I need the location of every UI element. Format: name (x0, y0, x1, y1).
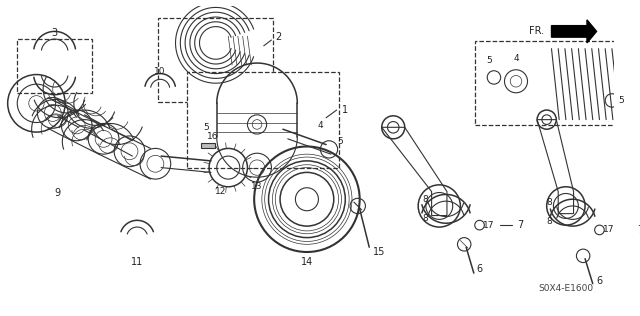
Text: 17: 17 (604, 225, 615, 234)
Text: 7: 7 (516, 220, 523, 230)
Bar (475, 41, 636, 125)
Text: 12: 12 (215, 187, 227, 196)
Text: 5: 5 (338, 137, 344, 146)
Text: S0X4-E1600: S0X4-E1600 (538, 284, 593, 293)
Text: 7: 7 (637, 225, 640, 235)
Text: 11: 11 (131, 257, 143, 267)
Text: 4: 4 (317, 121, 323, 130)
Polygon shape (552, 20, 596, 43)
Text: 8: 8 (547, 217, 552, 226)
Text: FR.: FR. (529, 27, 544, 36)
Text: 5: 5 (619, 96, 625, 105)
Text: 8: 8 (422, 214, 428, 223)
Text: 4: 4 (513, 54, 519, 63)
Bar (17, 39, 92, 93)
Text: 14: 14 (301, 257, 313, 267)
Text: 5: 5 (204, 123, 209, 132)
Text: 2: 2 (275, 32, 281, 42)
Text: 9: 9 (54, 187, 61, 198)
Text: 3: 3 (52, 28, 58, 38)
Bar (187, 72, 339, 167)
Bar (202, 143, 215, 149)
Bar (158, 18, 273, 102)
Text: 10: 10 (154, 67, 166, 76)
Text: 5: 5 (486, 56, 492, 65)
Text: 13: 13 (252, 182, 263, 191)
Text: 15: 15 (372, 247, 385, 257)
Text: 8: 8 (547, 198, 552, 207)
Text: 1: 1 (342, 105, 348, 115)
Text: 16: 16 (207, 132, 219, 141)
Text: 6: 6 (596, 276, 602, 286)
Text: 6: 6 (477, 264, 483, 274)
Text: 8: 8 (422, 195, 428, 204)
Text: 17: 17 (483, 221, 495, 230)
